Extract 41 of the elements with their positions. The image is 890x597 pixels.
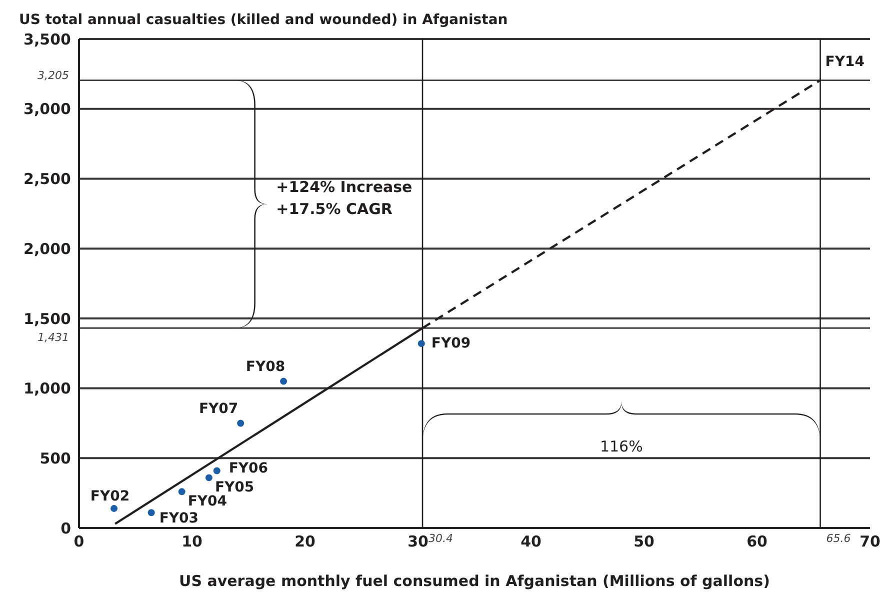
y-tick-label: 1,500 (24, 310, 71, 328)
chart-title: US total annual casualties (killed and wounded) in Afganistan (19, 12, 508, 28)
x-tick-label: 10 (182, 532, 202, 551)
point (205, 474, 212, 482)
y-tick-label: 3,000 (24, 100, 71, 118)
point (148, 509, 155, 516)
data-label: FY03 (159, 510, 199, 526)
x-tick-label: 0 (74, 532, 84, 551)
y-tick-label: 2,000 (24, 240, 71, 258)
data-label: FY05 (214, 480, 254, 496)
point (418, 340, 425, 348)
data-label: FY06 (228, 460, 268, 477)
x-tick-label: 20 (294, 532, 316, 551)
y-tick-label: 2,500 (24, 170, 71, 188)
data-label: FY02 (90, 488, 130, 504)
annotation: 116% (600, 437, 643, 456)
data-label: FY04 (188, 494, 228, 510)
y-tick-label: 3,500 (24, 30, 71, 48)
x-tick-label: 40 (520, 532, 542, 551)
data-label: FY08 (246, 359, 286, 376)
ref-line-label: 1,431 (38, 331, 69, 344)
ref-line-label: 3,205 (38, 69, 69, 82)
x-tick-label: 60 (746, 532, 768, 551)
x-axis-title: US average monthly fuel consumed in Afganistan (Millions of gallons) (179, 572, 770, 590)
annotation: FY14 (825, 54, 865, 70)
y-tick-label: 0 (60, 519, 71, 538)
x-tick-label: 30 (408, 532, 428, 551)
annotation: +124% Increase +17.5% CAGR (276, 178, 412, 218)
data-label: FY09 (431, 335, 471, 352)
point (178, 488, 186, 496)
y-tick-label: 500 (40, 449, 71, 468)
data-label: FY07 (198, 401, 238, 418)
ref-line-label: 30.4 (428, 532, 454, 545)
point (237, 420, 244, 427)
point (213, 467, 220, 474)
y-tick-label: 1,000 (24, 380, 71, 398)
point (110, 504, 118, 512)
x-tick-label: 50 (634, 532, 654, 551)
point (280, 378, 288, 385)
x-tick-label: 70 (860, 532, 880, 551)
ref-line-label: 65.6 (826, 532, 851, 545)
